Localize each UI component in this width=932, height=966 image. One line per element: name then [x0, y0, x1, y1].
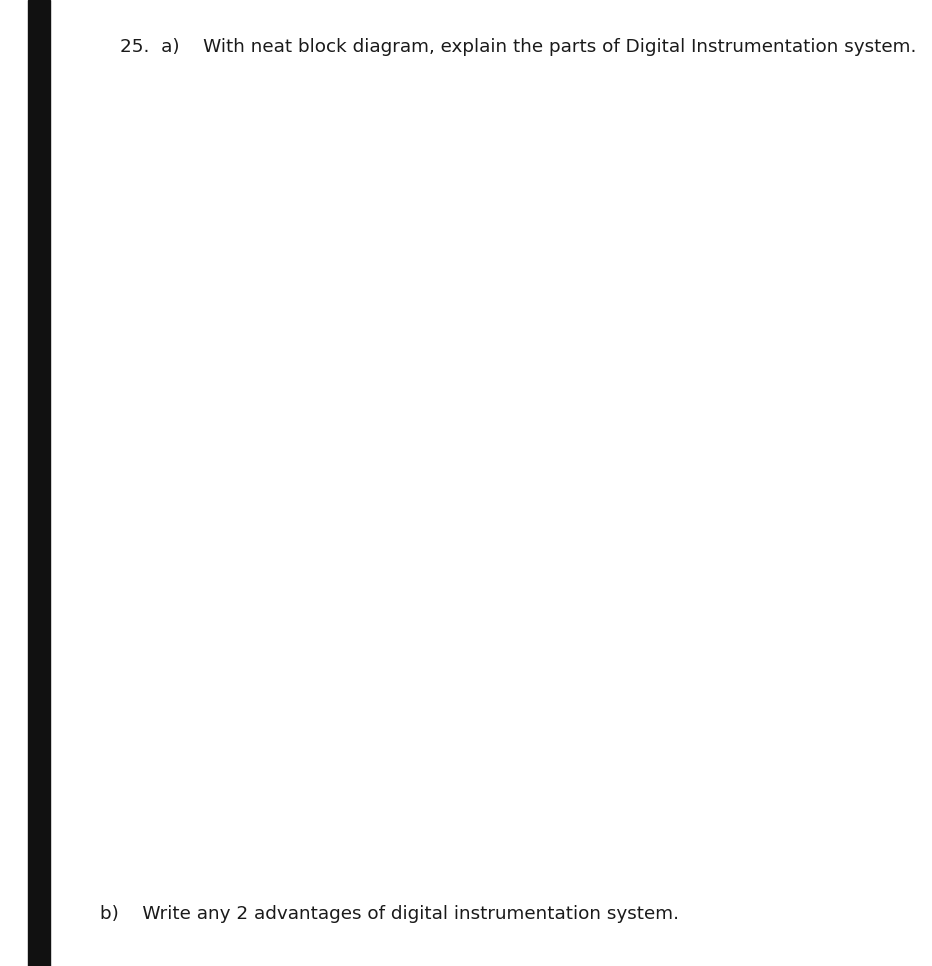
Text: b)    Write any 2 advantages of digital instrumentation system.: b) Write any 2 advantages of digital ins…: [100, 905, 679, 923]
Bar: [28, 0, 50, 966]
Text: 25.  a)    With neat block diagram, explain the parts of Digital Instrumentation: 25. a) With neat block diagram, explain …: [120, 38, 916, 56]
